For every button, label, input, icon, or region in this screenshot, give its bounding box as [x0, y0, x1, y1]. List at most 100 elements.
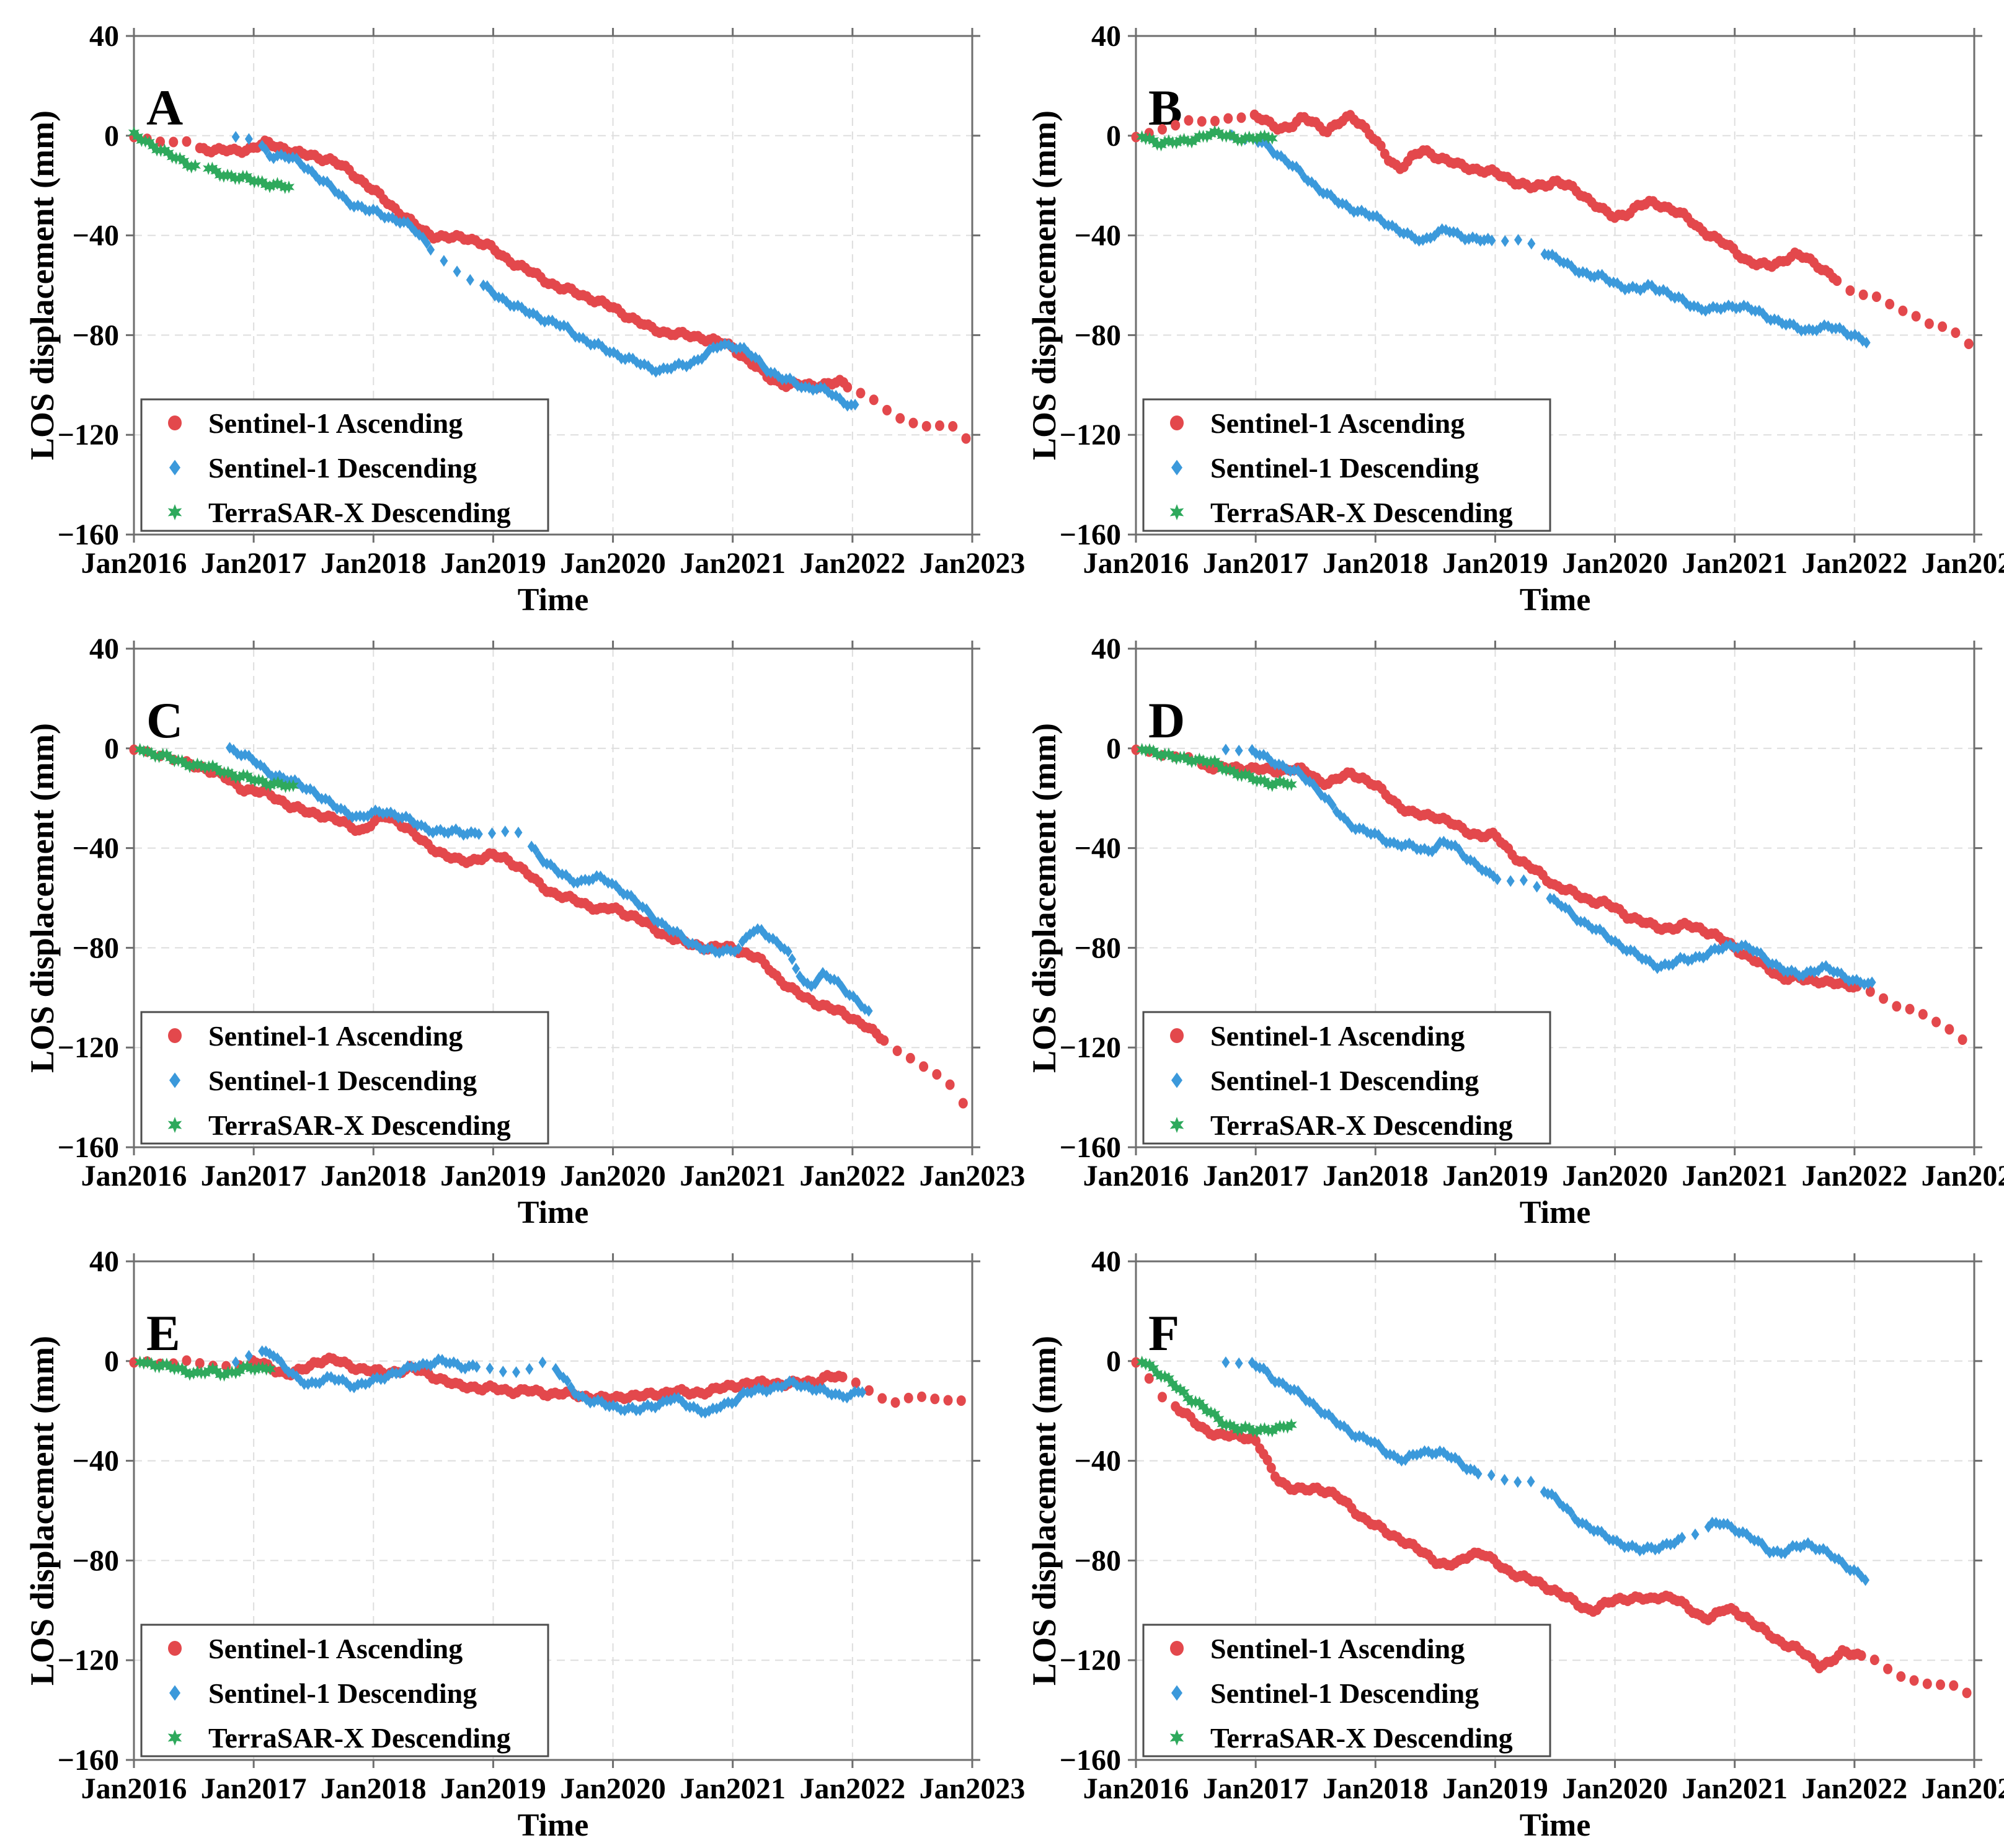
- panel-e-chart: Jan2016 Jan2017 Jan2018 Jan2019 Jan2020 Jan20…: [24, 1245, 1025, 1843]
- legend-entry-sentinel-1-ascending: Sentinel-1 Ascending: [1170, 407, 1465, 439]
- series-terrasar-x-descending: [1136, 742, 1297, 793]
- series-sentinel-1-ascending: [129, 1353, 966, 1408]
- x-tick-label: Jan2017: [1203, 1160, 1309, 1193]
- legend-label: TerraSAR-X Descending: [208, 1722, 511, 1754]
- x-tick-label: Jan2023: [1922, 1160, 2004, 1193]
- panel-c-chart: Jan2016 Jan2017 Jan2018 Jan2019 Jan2020 Jan20…: [24, 633, 1026, 1230]
- y-tick-label: 40: [1091, 1245, 1121, 1278]
- x-tick-label: Jan2018: [1323, 1772, 1429, 1805]
- legend-box: [140, 398, 549, 532]
- x-tick-label: Jan2016: [81, 1160, 187, 1193]
- legend-label: Sentinel-1 Ascending: [1210, 1020, 1465, 1052]
- x-tick-label: Jan2023: [920, 1160, 1026, 1193]
- axis-frame: [133, 647, 973, 1148]
- series-sentinel-1-descending: [1221, 744, 1876, 990]
- circle-legend-marker-icon: [168, 415, 182, 430]
- star6-legend-marker-icon: [1169, 504, 1184, 520]
- x-tick-label: Jan2022: [1802, 1160, 1908, 1193]
- y-axis-label: LOS displacement (mm): [24, 110, 61, 460]
- x-tick-label: Jan2019: [440, 1772, 546, 1805]
- y-tick-label: −80: [73, 1544, 119, 1577]
- x-tick-label: Jan2021: [1682, 1772, 1788, 1805]
- legend-label: Sentinel-1 Ascending: [208, 1633, 463, 1664]
- legend-label: Sentinel-1 Descending: [208, 1065, 477, 1096]
- legend-entry-sentinel-1-descending: Sentinel-1 Descending: [1171, 1065, 1479, 1096]
- legend: Sentinel-1 Ascending Sentinel-1 Descendin…: [1142, 398, 1551, 532]
- circle-legend-marker-icon: [168, 1028, 182, 1043]
- panel-d-chart: Jan2016 Jan2017 Jan2018 Jan2019 Jan2020 Jan20…: [1026, 633, 2004, 1230]
- legend-label: TerraSAR-X Descending: [1210, 1722, 1513, 1754]
- series-terrasar-x-descending: [128, 126, 295, 194]
- x-axis-label: Time: [1520, 1195, 1591, 1230]
- x-tick-label: Jan2017: [1203, 1772, 1309, 1805]
- panel-b-chart: Jan2016 Jan2017 Jan2018 Jan2019 Jan2020 Jan20…: [1026, 20, 2004, 618]
- y-tick-label: −40: [73, 1445, 119, 1478]
- series-terrasar-x-descending: [1136, 1355, 1297, 1439]
- axis-frame: [133, 35, 973, 536]
- panel-c: Jan2016 Jan2017 Jan2018 Jan2019 Jan2020 Jan20…: [24, 623, 1027, 1235]
- y-tick-label: 0: [1106, 1345, 1121, 1378]
- y-tick-label: 40: [1091, 20, 1121, 53]
- x-axis-label: Time: [1520, 582, 1591, 618]
- legend-entry-terrasar-x-descending: TerraSAR-X Descending: [1169, 497, 1513, 528]
- legend: Sentinel-1 Ascending Sentinel-1 Descendin…: [1142, 1011, 1551, 1145]
- legend-label: Sentinel-1 Ascending: [208, 407, 463, 439]
- panel-a-chart: Jan2016 Jan2017 Jan2018 Jan2019 Jan2020 Jan20…: [24, 20, 1025, 618]
- legend-entry-sentinel-1-ascending: Sentinel-1 Ascending: [1170, 1020, 1465, 1052]
- x-tick-label: Jan2021: [1682, 547, 1788, 580]
- legend-label: TerraSAR-X Descending: [208, 1109, 511, 1141]
- y-tick-label: −80: [1075, 319, 1121, 352]
- x-tick-label: Jan2023: [1922, 547, 2004, 580]
- x-tick-label: Jan2016: [81, 1772, 187, 1805]
- series-sentinel-1-ascending: [1131, 1357, 1972, 1699]
- series-sentinel-1-ascending: [1131, 109, 1974, 349]
- legend-label: TerraSAR-X Descending: [1210, 497, 1513, 528]
- y-tick-label: −120: [1060, 1031, 1121, 1064]
- x-tick-label: Jan2020: [1562, 1772, 1668, 1805]
- x-tick-label: Jan2020: [560, 1772, 666, 1805]
- legend-label: Sentinel-1 Ascending: [208, 1020, 463, 1052]
- legend-entry-sentinel-1-descending: Sentinel-1 Descending: [169, 1677, 477, 1709]
- y-tick-label: −40: [73, 220, 119, 252]
- legend-box: [1142, 1011, 1551, 1145]
- star6-legend-marker-icon: [1169, 1730, 1184, 1746]
- x-tick-label: Jan2019: [1442, 1772, 1548, 1805]
- x-tick-label: Jan2019: [1442, 547, 1548, 580]
- panel-f-chart: Jan2016 Jan2017 Jan2018 Jan2019 Jan2020 Jan20…: [1026, 1245, 2004, 1843]
- y-tick-label: −120: [1060, 1644, 1121, 1677]
- star6-legend-marker-icon: [167, 504, 182, 520]
- legend-entry-sentinel-1-ascending: Sentinel-1 Ascending: [168, 407, 463, 439]
- y-tick-label: −40: [1075, 220, 1121, 252]
- x-tick-label: Jan2016: [81, 547, 187, 580]
- legend: Sentinel-1 Ascending Sentinel-1 Descendin…: [1142, 1624, 1551, 1757]
- y-tick-label: −120: [1060, 419, 1121, 451]
- axis-frame: [1135, 35, 1975, 536]
- star6-legend-marker-icon: [167, 1730, 182, 1746]
- y-tick-label: 40: [89, 20, 119, 53]
- x-axis-label: Time: [518, 582, 589, 618]
- legend-entry-sentinel-1-ascending: Sentinel-1 Ascending: [168, 1020, 463, 1052]
- y-tick-label: −120: [58, 419, 119, 451]
- legend: Sentinel-1 Ascending Sentinel-1 Descendin…: [140, 398, 549, 532]
- legend-entry-sentinel-1-ascending: Sentinel-1 Ascending: [1170, 1633, 1465, 1664]
- legend-box: [140, 1011, 549, 1145]
- axis-frame: [1135, 647, 1975, 1148]
- legend-entry-sentinel-1-descending: Sentinel-1 Descending: [1171, 452, 1479, 484]
- legend-entry-terrasar-x-descending: TerraSAR-X Descending: [167, 1109, 511, 1141]
- legend-entry-terrasar-x-descending: TerraSAR-X Descending: [167, 497, 511, 528]
- legend-label: TerraSAR-X Descending: [1210, 1109, 1513, 1141]
- x-axis-label: Time: [518, 1195, 589, 1230]
- legend-entry-sentinel-1-descending: Sentinel-1 Descending: [169, 1065, 477, 1096]
- y-tick-label: −80: [1075, 1544, 1121, 1577]
- series-sentinel-1-descending: [231, 1345, 867, 1419]
- y-tick-label: −160: [58, 1131, 119, 1164]
- axis-frame: [1135, 1260, 1975, 1761]
- legend-label: Sentinel-1 Descending: [1210, 452, 1479, 484]
- y-tick-label: 40: [89, 633, 119, 665]
- y-axis-label: LOS displacement (mm): [1026, 1336, 1063, 1686]
- x-tick-label: Jan2020: [560, 547, 666, 580]
- y-axis-label: LOS displacement (mm): [1026, 110, 1063, 460]
- x-tick-label: Jan2021: [680, 1160, 786, 1193]
- series-terrasar-x-descending: [134, 742, 299, 793]
- x-tick-label: Jan2018: [321, 1772, 427, 1805]
